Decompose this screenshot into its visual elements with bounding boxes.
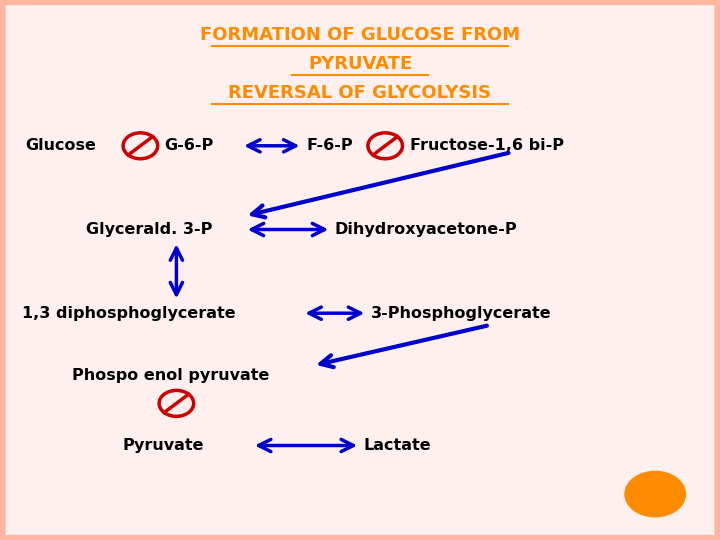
Text: 3-Phosphoglycerate: 3-Phosphoglycerate: [371, 306, 552, 321]
Text: REVERSAL OF GLYCOLYSIS: REVERSAL OF GLYCOLYSIS: [228, 84, 492, 102]
Text: PYRUVATE: PYRUVATE: [308, 55, 412, 73]
Text: Lactate: Lactate: [364, 438, 431, 453]
Text: Glucose: Glucose: [25, 138, 96, 153]
Circle shape: [625, 471, 685, 517]
Text: F-6-P: F-6-P: [306, 138, 353, 153]
Text: FORMATION OF GLUCOSE FROM: FORMATION OF GLUCOSE FROM: [200, 26, 520, 44]
Text: Pyruvate: Pyruvate: [122, 438, 204, 453]
Text: Phospo enol pyruvate: Phospo enol pyruvate: [72, 368, 269, 383]
Text: 1,3 diphosphoglycerate: 1,3 diphosphoglycerate: [22, 306, 235, 321]
Text: Dihydroxyacetone-P: Dihydroxyacetone-P: [335, 222, 518, 237]
Text: Glycerald. 3-P: Glycerald. 3-P: [86, 222, 213, 237]
Text: G-6-P: G-6-P: [164, 138, 213, 153]
Text: Fructose-1,6 bi-P: Fructose-1,6 bi-P: [410, 138, 564, 153]
